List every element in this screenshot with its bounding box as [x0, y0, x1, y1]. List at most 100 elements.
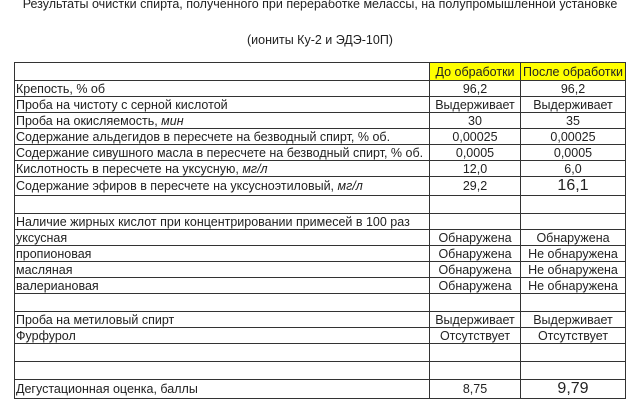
row-label: валериановая: [14, 277, 430, 294]
row-label-text: Наличие жирных кислот при концентрирован…: [16, 214, 410, 229]
value-after: 96,2: [520, 80, 626, 97]
table-row: [14, 361, 626, 380]
row-label-text: Содержание сивушного масла в пересчете н…: [16, 145, 424, 160]
table-row: Дегустационная оценка, баллы 8,75 9,79: [14, 379, 626, 399]
header-cell-empty: [14, 62, 430, 81]
row-label: Проба на окисляемость, мин: [14, 112, 430, 129]
document-title: Результаты очистки спирта, полученного п…: [22, 0, 618, 11]
value-after: [520, 293, 626, 312]
results-table: До обработки После обработки Крепость, %…: [14, 62, 626, 399]
row-label: Дегустационная оценка, баллы: [14, 379, 430, 399]
value-after: [520, 195, 626, 214]
value-after: 35: [520, 112, 626, 129]
value-after: Не обнаружена: [520, 277, 626, 294]
value-before: [429, 195, 521, 214]
table-row: [14, 293, 626, 312]
value-before: Обнаружена: [429, 277, 521, 294]
row-label: [14, 343, 430, 362]
row-label-text: Содержание эфиров в пересчете на уксусно…: [16, 179, 338, 193]
row-label: Проба на метиловый спирт: [14, 311, 430, 328]
row-unit: мин: [161, 113, 184, 128]
table-row: Содержание эфиров в пересчете на уксусно…: [14, 176, 626, 196]
row-label-text: Кислотность в пересчете на уксусную,: [16, 161, 243, 176]
value-before: Обнаружена: [429, 261, 521, 278]
row-label: Наличие жирных кислот при концентрирован…: [14, 213, 430, 230]
value-after: Обнаружена: [520, 229, 626, 246]
table-row: Проба на окисляемость, мин 30 35: [14, 112, 626, 129]
value-after: 9,79: [520, 379, 626, 399]
row-label-text: Крепость, % об: [16, 81, 106, 96]
value-before: 30: [429, 112, 521, 129]
row-label: Содержание эфиров в пересчете на уксусно…: [14, 176, 430, 196]
table-row: Содержание альдегидов в пересчете на без…: [14, 128, 626, 145]
value-before: Отсутствует: [429, 327, 521, 344]
table-row: Проба на метиловый спирт Выдерживает Выдер…: [14, 311, 626, 328]
table-row: уксусная Обнаружена Обнаружена: [14, 229, 626, 246]
value-before: 0,0005: [429, 144, 521, 161]
value-before: 96,2: [429, 80, 521, 97]
value-after: 6,0: [520, 160, 626, 177]
table-header-row: До обработки После обработки: [14, 62, 626, 81]
value-before: [429, 293, 521, 312]
value-before: Обнаружена: [429, 229, 521, 246]
value-before: 12,0: [429, 160, 521, 177]
value-after: Выдерживает: [520, 96, 626, 113]
row-label-text: масляная: [16, 262, 73, 277]
value-after: [520, 213, 626, 230]
value-after: [520, 343, 626, 362]
header-after-treatment: После обработки: [520, 62, 626, 81]
table-row: масляная Обнаружена Не обнаружена: [14, 261, 626, 278]
header-before-treatment: До обработки: [429, 62, 521, 81]
table-row: [14, 343, 626, 362]
row-label-text: Проба на окисляемость,: [16, 113, 162, 128]
table-row: Фурфурол Отсутствует Отсутствует: [14, 327, 626, 344]
value-before: Обнаружена: [429, 245, 521, 262]
table-row: Кислотность в пересчете на уксусную, мг/…: [14, 160, 626, 177]
row-label-text: Фурфурол: [16, 328, 76, 343]
row-label-text: пропионовая: [16, 246, 92, 261]
row-label: масляная: [14, 261, 430, 278]
row-unit: мг/л: [337, 179, 363, 193]
row-label: Крепость, % об: [14, 80, 430, 97]
row-label: пропионовая: [14, 245, 430, 262]
value-after: Отсутствует: [520, 327, 626, 344]
row-label: уксусная: [14, 229, 430, 246]
row-label-text: Проба на метиловый спирт: [16, 312, 175, 327]
row-label-text: Содержание альдегидов в пересчете на без…: [16, 129, 391, 144]
row-label-text: валериановая: [16, 278, 99, 293]
value-after: [520, 361, 626, 380]
row-label-text: Проба на чистоту с серной кислотой: [16, 97, 228, 112]
value-after: 0,0005: [520, 144, 626, 161]
table-row: Проба на чистоту с серной кислотой Выдерж…: [14, 96, 626, 113]
table-row: валериановая Обнаружена Не обнаружена: [14, 277, 626, 294]
value-before: 29,2: [429, 176, 521, 196]
value-after: Не обнаружена: [520, 261, 626, 278]
row-label: Фурфурол: [14, 327, 430, 344]
row-label: Содержание альдегидов в пересчете на без…: [14, 128, 430, 145]
row-label-text: Дегустационная оценка, баллы: [16, 382, 198, 396]
row-label: [14, 293, 430, 312]
value-after: 16,1: [520, 176, 626, 196]
value-before: [429, 213, 521, 230]
table-row: пропионовая Обнаружена Не обнаружена: [14, 245, 626, 262]
value-before: Выдерживает: [429, 311, 521, 328]
document-subtitle: (иониты Ку-2 и ЭДЭ-10П): [247, 33, 393, 47]
value-after: 0,00025: [520, 128, 626, 145]
row-unit: мг/л: [242, 161, 268, 176]
value-before: 0,00025: [429, 128, 521, 145]
table-row: [14, 195, 626, 214]
value-after: Выдерживает: [520, 311, 626, 328]
table-row: Крепость, % об 96,2 96,2: [14, 80, 626, 97]
row-label: [14, 195, 430, 214]
value-before: Выдерживает: [429, 96, 521, 113]
value-before: [429, 343, 521, 362]
row-label-text: уксусная: [16, 230, 68, 245]
value-before: [429, 361, 521, 380]
row-label: Содержание сивушного масла в пересчете н…: [14, 144, 430, 161]
value-before: 8,75: [429, 379, 521, 399]
row-label: Кислотность в пересчете на уксусную, мг/…: [14, 160, 430, 177]
row-label: Проба на чистоту с серной кислотой: [14, 96, 430, 113]
table-row: Содержание сивушного масла в пересчете н…: [14, 144, 626, 161]
row-label: [14, 361, 430, 380]
table-row: Наличие жирных кислот при концентрирован…: [14, 213, 626, 230]
